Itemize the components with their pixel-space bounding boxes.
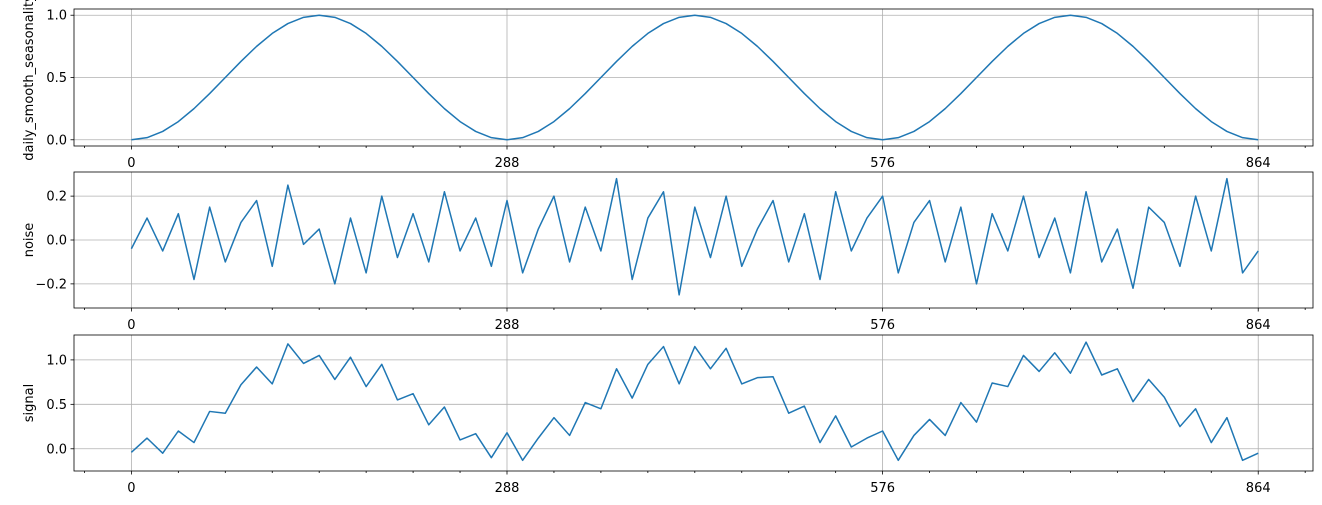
y-tick-label: 0.0 (46, 133, 67, 148)
x-tick-label: 576 (870, 318, 895, 333)
axes-frame (73, 334, 1314, 472)
x-tick-label: 0 (127, 156, 135, 171)
y-tick-label: 0.0 (46, 234, 67, 249)
x-tick-label: 0 (127, 318, 135, 333)
y-tick-label: 0.5 (46, 398, 67, 413)
x-tick-label: 288 (495, 156, 520, 171)
y-tick-label: 0.5 (46, 71, 67, 86)
y-axis-label: daily_smooth_seasonality (22, 0, 37, 161)
x-tick-label: 576 (870, 481, 895, 496)
x-tick-label: 0 (127, 481, 135, 496)
y-axis-label: noise (22, 223, 37, 258)
x-tick-label: 864 (1246, 156, 1271, 171)
x-tick-label: 288 (495, 318, 520, 333)
x-tick-label: 576 (870, 156, 895, 171)
x-tick-label: 288 (495, 481, 520, 496)
series-line-1 (130, 341, 1259, 462)
subplot-3: 0 288 576 864 0.0 0.5 1.0 signal (22, 334, 1314, 496)
y-tick-label: 0.0 (46, 442, 67, 457)
subplot-2: 0 288 576 864 −0.2 0.0 0.2 noise (22, 171, 1314, 333)
y-tick-label: 0.2 (46, 190, 67, 205)
y-axis-label: signal (22, 384, 37, 422)
y-tick-label: −0.2 (35, 277, 67, 292)
series-line-1 (131, 14, 1259, 141)
x-tick-label: 864 (1246, 318, 1271, 333)
x-tick-label: 864 (1246, 481, 1271, 496)
y-tick-label: 1.0 (46, 353, 67, 368)
subplot-1: 0 288 576 864 0.0 0.5 1.0 daily_smooth_seasonal… (22, 0, 1314, 171)
series-line-1 (130, 177, 1259, 296)
y-tick-label: 1.0 (46, 9, 67, 24)
